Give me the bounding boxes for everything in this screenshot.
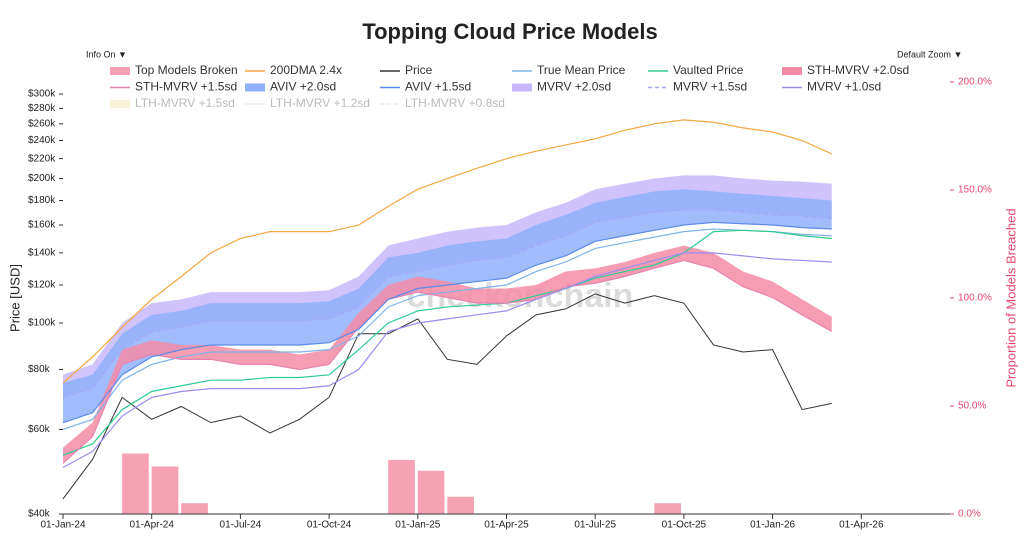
- y2-tick-label: 50.0%: [958, 401, 986, 412]
- legend-label: MVRV +2.0sd: [537, 80, 611, 94]
- y2-tick-label: 150.0%: [958, 185, 992, 196]
- legend-item[interactable]: AVIV +1.5sd: [380, 80, 471, 94]
- x-tick-label: 01-Jan-25: [395, 520, 440, 531]
- line: [62, 252, 832, 469]
- legend-label: STH-MVRV +2.0sd: [807, 63, 909, 77]
- line: [62, 229, 832, 456]
- line: [62, 209, 832, 398]
- y2-tick-label: 200.0%: [958, 77, 992, 88]
- legend-item[interactable]: 200DMA 2.4x: [245, 63, 342, 77]
- bar: [181, 503, 208, 514]
- y-tick-label: $120k: [28, 280, 56, 291]
- y-tick-label: $80k: [28, 364, 51, 375]
- y-tick-label: $140k: [28, 248, 56, 259]
- x-tick-label: 01-Apr-25: [484, 520, 529, 531]
- x-tick-label: 01-Apr-24: [129, 520, 174, 531]
- y-tick-label: $240k: [28, 135, 56, 146]
- legend-item[interactable]: MVRV +1.0sd: [782, 80, 881, 94]
- y-tick-label: $200k: [28, 173, 56, 184]
- legend-label: MVRV +1.5sd: [673, 80, 747, 94]
- bar: [654, 503, 681, 514]
- band: [63, 189, 832, 423]
- legend-label: Vaulted Price: [673, 63, 744, 77]
- legend-item[interactable]: Vaulted Price: [648, 63, 744, 77]
- line: [62, 259, 833, 464]
- legend-label: MVRV +1.0sd: [807, 80, 881, 94]
- y-tick-label: $100k: [28, 318, 56, 329]
- x-tick-label: 01-Jul-24: [220, 520, 262, 531]
- legend-label: 200DMA 2.4x: [270, 63, 342, 77]
- zoom-menu[interactable]: Default Zoom ▼: [897, 49, 962, 59]
- bar: [151, 466, 179, 514]
- bar: [447, 496, 474, 514]
- y2-axis-label: Proportion of Models Breached: [1003, 208, 1018, 387]
- y-tick-label: $40k: [28, 509, 51, 520]
- x-tick-label: 01-Apr-26: [839, 520, 884, 531]
- legend-label: LTH-MVRV +1.5sd: [135, 96, 235, 110]
- y-tick-label: $280k: [28, 103, 56, 114]
- y-tick-label: $260k: [28, 118, 56, 129]
- line: [62, 119, 832, 384]
- legend-swatch: [110, 100, 130, 108]
- y2-tick-label: 100.0%: [958, 293, 992, 304]
- bar: [388, 460, 415, 514]
- y-axis-label: Price [USD]: [7, 264, 22, 332]
- legend-label: STH-MVRV +1.5sd: [135, 80, 237, 94]
- line: [62, 228, 832, 431]
- legend-label: LTH-MVRV +1.2sd: [270, 96, 370, 110]
- legend-item[interactable]: Top Models Broken: [110, 63, 238, 77]
- line: [62, 293, 832, 500]
- y-tick-label: $60k: [28, 424, 51, 435]
- chart-title: Topping Cloud Price Models: [362, 19, 657, 44]
- legend-label: LTH-MVRV +0.8sd: [405, 96, 505, 110]
- legend-swatch: [512, 83, 532, 92]
- legend-label: AVIV +1.5sd: [405, 80, 471, 94]
- legend-item[interactable]: STH-MVRV +2.0sd: [782, 63, 909, 77]
- bar: [122, 453, 149, 514]
- legend-swatch: [110, 67, 130, 75]
- legend-item[interactable]: LTH-MVRV +1.2sd: [245, 96, 370, 110]
- legend-label: Price: [405, 63, 433, 77]
- y-tick-label: $220k: [28, 153, 56, 164]
- y-tick-label: $300k: [28, 89, 56, 100]
- x-tick-label: 01-Jan-26: [750, 520, 795, 531]
- legend-label: True Mean Price: [537, 63, 626, 77]
- legend-item[interactable]: LTH-MVRV +0.8sd: [380, 96, 505, 110]
- legend-item[interactable]: STH-MVRV +1.5sd: [110, 80, 237, 94]
- plot-area: [62, 119, 833, 514]
- y-tick-label: $160k: [28, 220, 56, 231]
- legend-swatch: [245, 83, 265, 92]
- x-tick-label: 01-Jul-25: [574, 520, 616, 531]
- legend-item[interactable]: LTH-MVRV +1.5sd: [110, 96, 235, 110]
- legend-label: Top Models Broken: [135, 63, 238, 77]
- y-tick-label: $180k: [28, 195, 56, 206]
- x-tick-label: 01-Oct-25: [662, 520, 707, 531]
- legend-item[interactable]: True Mean Price: [512, 63, 626, 77]
- legend-item[interactable]: MVRV +2.0sd: [512, 80, 611, 94]
- legend-item[interactable]: Price: [380, 63, 433, 77]
- bar: [417, 470, 445, 514]
- x-tick-label: 01-Oct-24: [307, 520, 352, 531]
- info-menu[interactable]: Info On ▼: [86, 49, 127, 59]
- x-tick-label: 01-Jan-24: [40, 520, 85, 531]
- band: [63, 245, 832, 464]
- legend-item[interactable]: AVIV +2.0sd: [245, 80, 336, 94]
- legend-label: AVIV +2.0sd: [270, 80, 336, 94]
- legend-item[interactable]: MVRV +1.5sd: [648, 80, 747, 94]
- y2-tick-label: 0.0%: [958, 509, 981, 520]
- legend-swatch: [782, 67, 802, 75]
- line: [62, 221, 832, 424]
